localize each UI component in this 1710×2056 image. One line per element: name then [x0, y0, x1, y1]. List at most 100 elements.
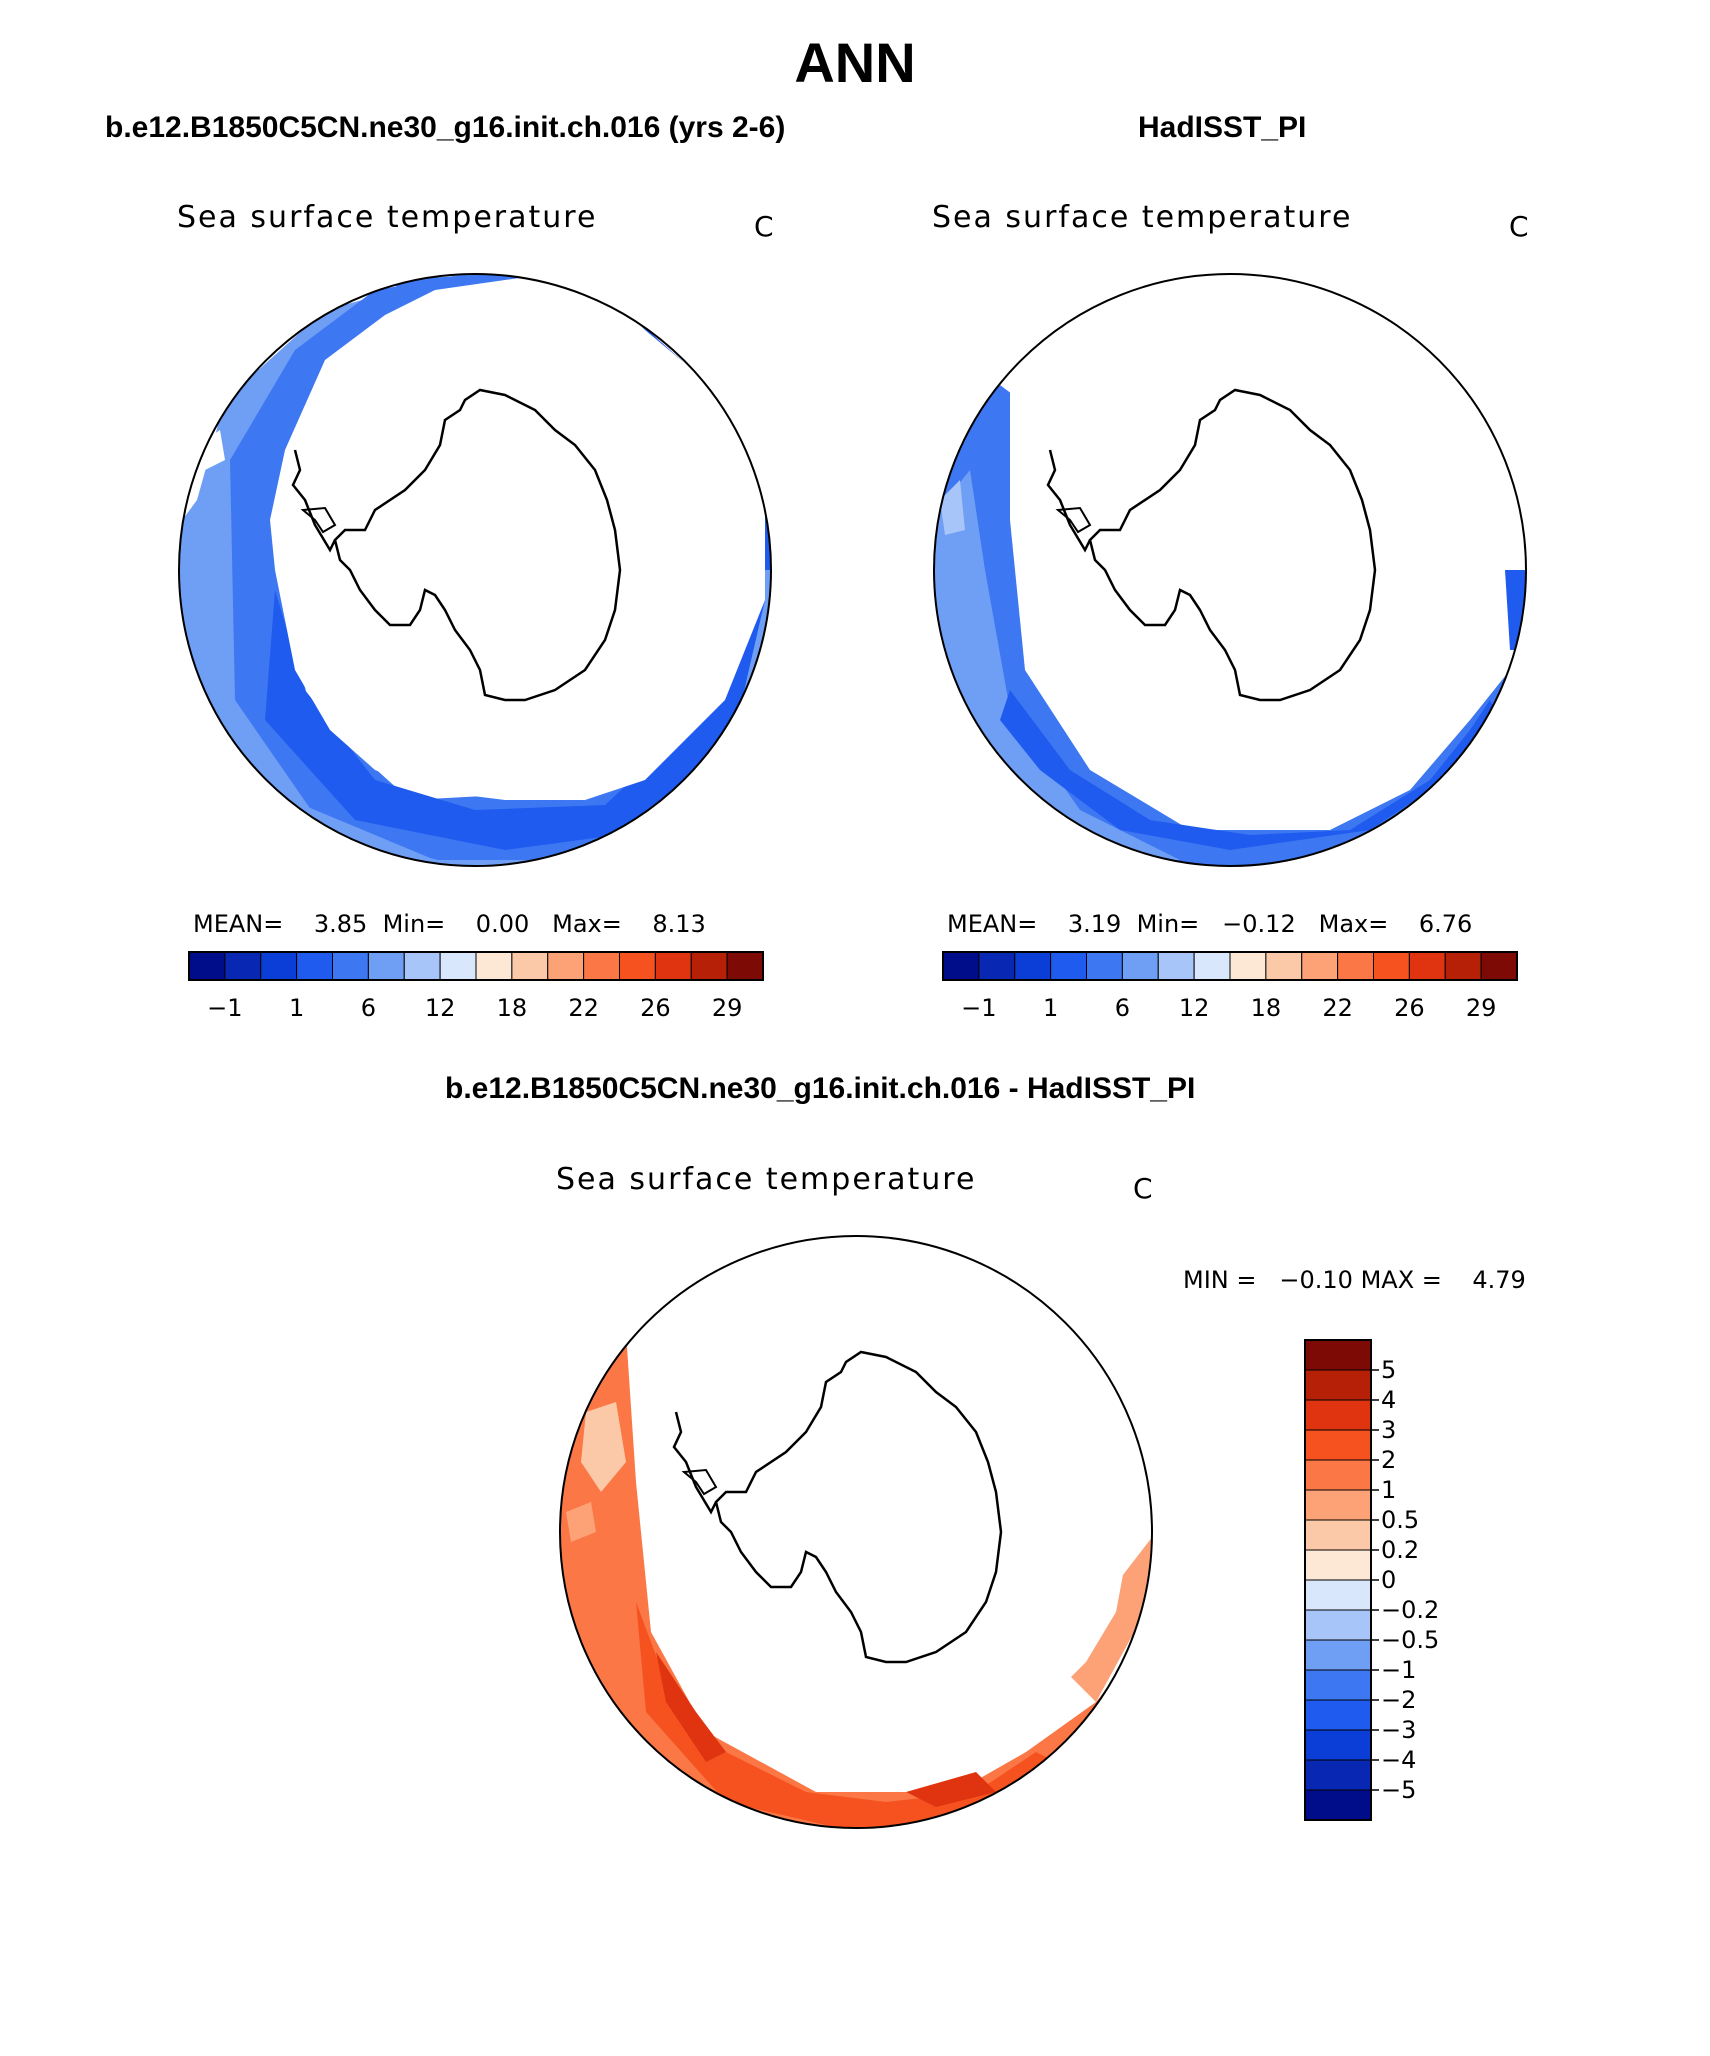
colorbar-swatch	[1086, 951, 1123, 981]
colorbar-tick-label: 29	[712, 994, 743, 1022]
colorbar-swatch	[942, 951, 980, 981]
colorbar-tick-label: 2	[1381, 1446, 1396, 1474]
ice-mask	[980, 274, 1526, 790]
colorbar-tick-label: 6	[361, 994, 376, 1022]
sst-band	[656, 1652, 726, 1762]
colorbar-swatch	[619, 951, 656, 981]
panel2-case-name: HadISST_PI	[1138, 111, 1307, 144]
sst-band	[940, 480, 965, 535]
ice-mask	[270, 274, 765, 800]
colorbar-tick-label: 26	[640, 994, 671, 1022]
colorbar-swatch	[1157, 951, 1195, 981]
colorbar-tick-label: −4	[1381, 1746, 1416, 1774]
colorbar-tick-label: 1	[1043, 994, 1058, 1022]
colorbar-swatch	[1304, 1429, 1372, 1461]
colorbar-swatch	[1408, 951, 1446, 981]
colorbar-swatch	[1265, 951, 1303, 981]
peninsula-coastline	[291, 449, 337, 553]
diff-case-name: b.e12.B1850C5CN.ne30_g16.init.ch.016 - H…	[445, 1072, 1196, 1105]
colorbar-swatch	[1193, 951, 1231, 981]
panel1-stats: MEAN= 3.85 Min= 0.00 Max= 8.13	[193, 910, 706, 938]
colorbar-tick-label: −0.5	[1381, 1626, 1439, 1654]
panel1-map	[178, 273, 772, 867]
colorbar-swatch	[1304, 1549, 1372, 1581]
colorbar-swatch	[1304, 1579, 1372, 1611]
colorbar-swatch	[1304, 1459, 1372, 1491]
colorbar-swatch	[260, 951, 298, 981]
sst-band	[581, 1402, 626, 1492]
colorbar-swatch	[690, 951, 728, 981]
colorbar-swatch	[1304, 1609, 1372, 1641]
colorbar-swatch	[1301, 951, 1339, 981]
colorbar-swatch	[1480, 951, 1518, 981]
colorbar-tick-label: 4	[1381, 1386, 1396, 1414]
colorbar-swatch	[367, 951, 405, 981]
colorbar-tick-label: 29	[1466, 994, 1497, 1022]
sst-band	[636, 1602, 1056, 1828]
sst-band	[906, 1772, 996, 1807]
panel1-case-name: b.e12.B1850C5CN.ne30_g16.init.ch.016 (yr…	[105, 111, 786, 144]
map-boundary	[178, 273, 772, 867]
diff-map	[559, 1235, 1153, 1829]
colorbar-swatch	[1304, 1789, 1372, 1821]
colorbar-swatch	[1304, 1669, 1372, 1701]
colorbar-swatch	[1337, 951, 1374, 981]
colorbar-tick-label: 26	[1394, 994, 1425, 1022]
sst-band	[1000, 690, 1500, 850]
colorbar-swatch	[1373, 951, 1410, 981]
colorbar-swatch	[1121, 951, 1159, 981]
colorbar-swatch	[1304, 1489, 1372, 1521]
colorbar-tick-label: −5	[1381, 1776, 1416, 1804]
colorbar-swatch	[978, 951, 1016, 981]
colorbar-swatch	[1304, 1639, 1372, 1671]
colorbar-swatch	[583, 951, 620, 981]
colorbar-swatch	[1050, 951, 1087, 981]
colorbar-swatch	[1304, 1369, 1372, 1401]
colorbar-swatch	[332, 951, 369, 981]
colorbar-swatch	[1304, 1519, 1372, 1551]
colorbar-swatch	[1014, 951, 1052, 981]
antarctica-coastline	[714, 1350, 1003, 1664]
colorbar-tick-label: 1	[289, 994, 304, 1022]
colorbar-tick-label: 12	[425, 994, 456, 1022]
colorbar-swatch	[188, 951, 226, 981]
colorbar-tick-label: 0.5	[1381, 1506, 1419, 1534]
ice-shelf-outline	[300, 506, 337, 534]
colorbar-swatch	[547, 951, 585, 981]
diff-stats: MIN = −0.10 MAX = 4.79	[1183, 1266, 1526, 1294]
panel2-variable-title: Sea surface temperature	[932, 200, 1353, 235]
colorbar-tick-label: 1	[1381, 1476, 1396, 1504]
colorbar-swatch	[1304, 1699, 1372, 1731]
colorbar-swatch	[224, 951, 262, 981]
peninsula-coastline	[1046, 449, 1092, 553]
colorbar-swatch	[403, 951, 441, 981]
colorbar-tick-label: 18	[497, 994, 528, 1022]
colorbar-swatch	[475, 951, 513, 981]
colorbar-swatch	[726, 951, 764, 981]
colorbar-swatch	[1229, 951, 1267, 981]
colorbar-tick-label: 22	[1322, 994, 1353, 1022]
panel2-units: C	[1509, 210, 1529, 243]
colorbar-swatch	[511, 951, 549, 981]
colorbar-tick-label: 3	[1381, 1416, 1396, 1444]
colorbar-tick-label: 22	[568, 994, 599, 1022]
map-boundary	[559, 1235, 1153, 1829]
panel2-map	[933, 273, 1527, 867]
map-boundary	[933, 273, 1527, 867]
colorbar-tick-label: 0.2	[1381, 1536, 1419, 1564]
panel2-stats: MEAN= 3.19 Min= −0.12 Max= 6.76	[947, 910, 1473, 938]
colorbar-tick-label: 0	[1381, 1566, 1396, 1594]
colorbar-swatch	[1444, 951, 1482, 981]
peninsula-coastline	[672, 1411, 718, 1515]
colorbar-tick-label: −1	[207, 994, 242, 1022]
sst-band	[566, 1502, 596, 1542]
antarctica-coastline	[1088, 388, 1377, 702]
colorbar-swatch	[1304, 1399, 1372, 1431]
colorbar-tick-label: −2	[1381, 1686, 1416, 1714]
panel1-units: C	[754, 210, 774, 243]
colorbar-tick-label: −1	[1381, 1656, 1416, 1684]
figure-title: ANN	[794, 31, 916, 94]
colorbar-swatch	[296, 951, 333, 981]
diff-units: C	[1133, 1172, 1153, 1205]
